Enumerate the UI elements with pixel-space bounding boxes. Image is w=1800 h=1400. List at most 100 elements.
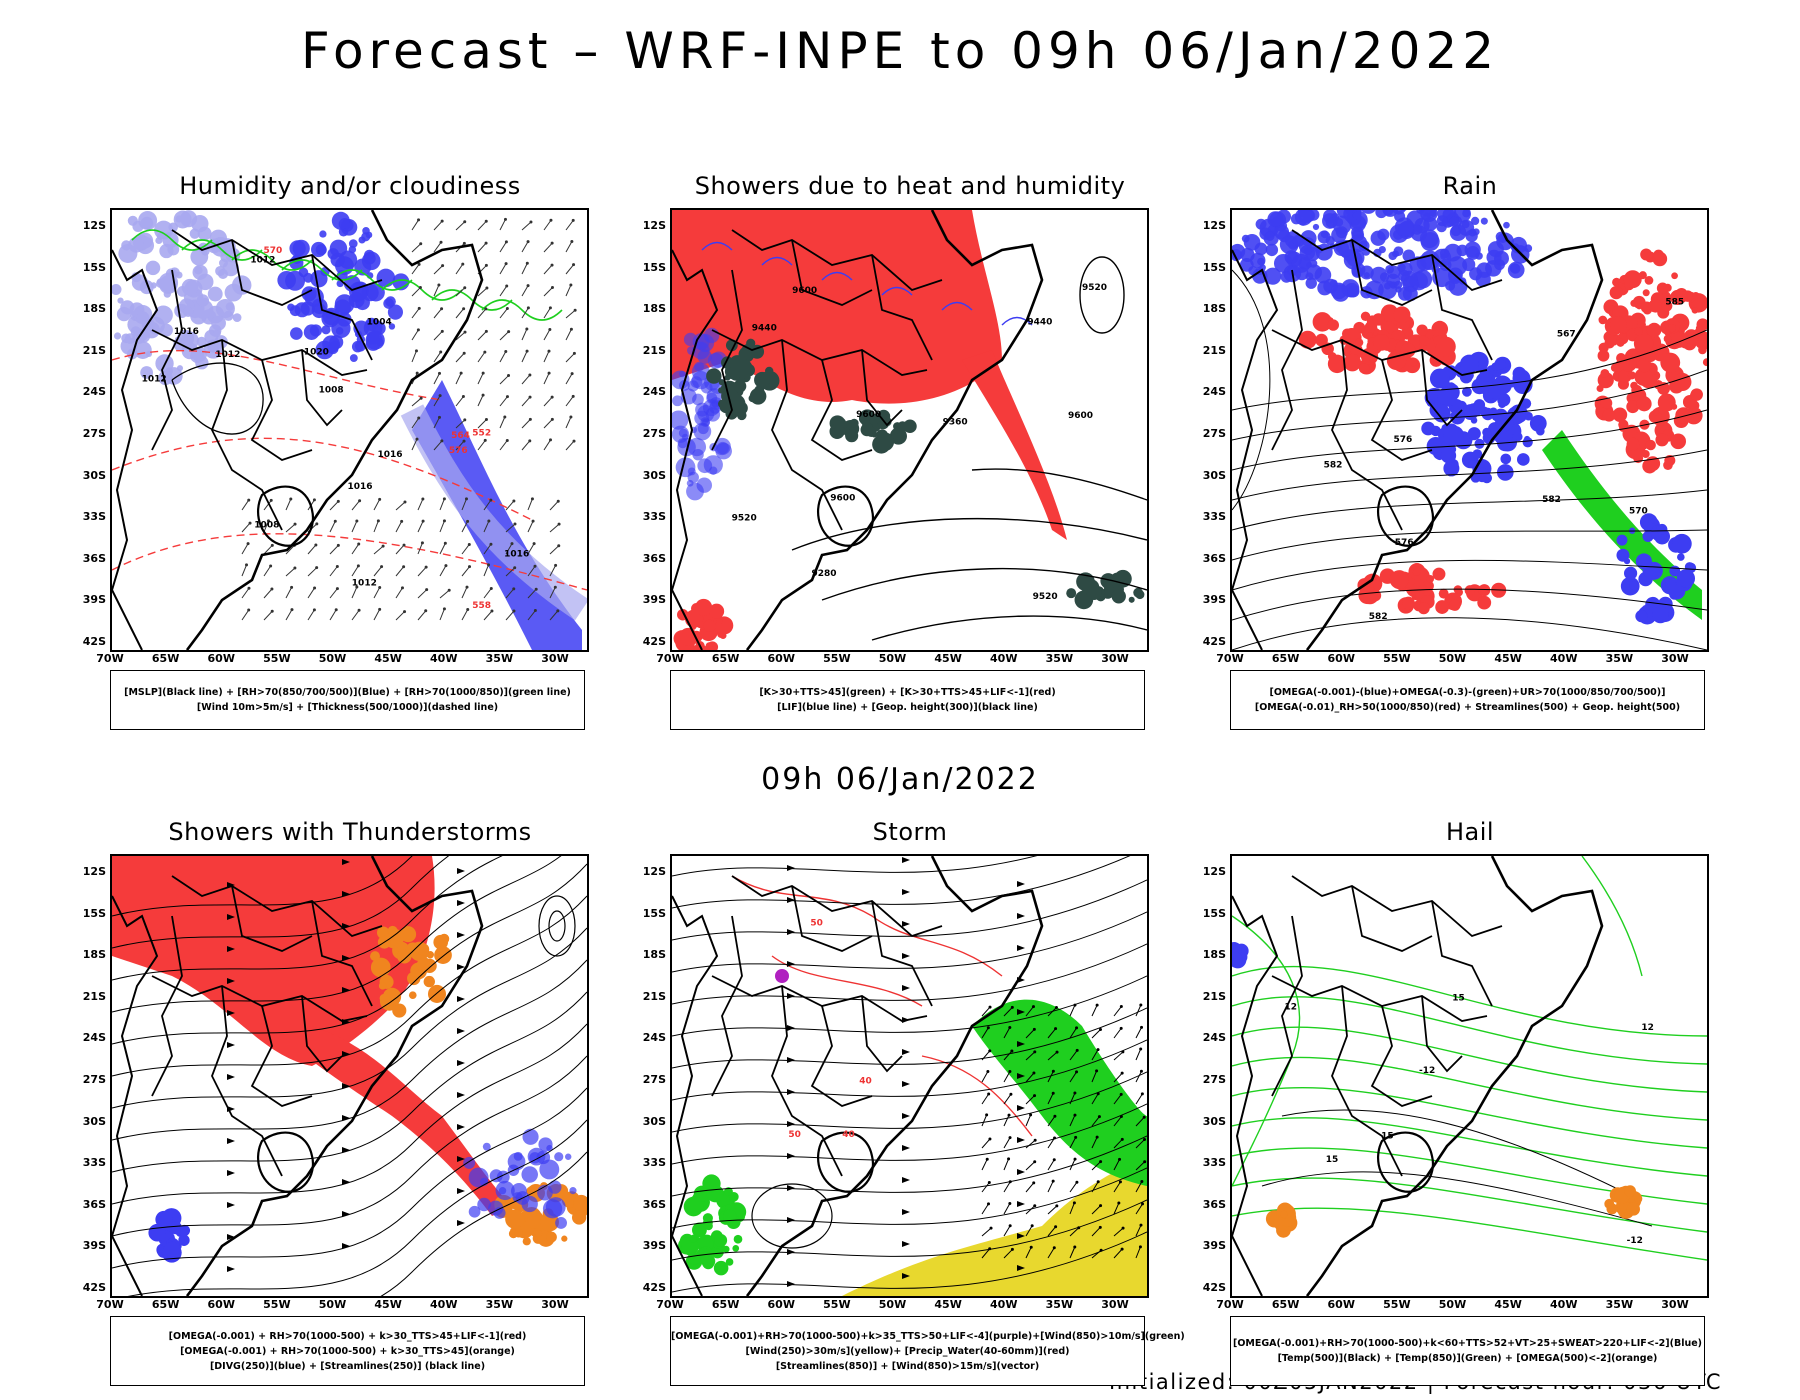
- lat-tick-label: 18S: [82, 948, 106, 962]
- lat-tick-label: 12S: [1202, 865, 1226, 878]
- coastline-and-borders: [672, 210, 1044, 650]
- lon-tick-label: 70W: [1216, 652, 1244, 665]
- lat-tick-label: 39S: [642, 1239, 666, 1253]
- lat-tick-label: 39S: [1202, 1239, 1226, 1253]
- lat-tick-label: 18S: [642, 302, 666, 316]
- contour-label: 9440: [752, 324, 777, 334]
- contour-label: 1016: [378, 450, 403, 460]
- contour-label: 552: [472, 428, 491, 438]
- lon-tick-label: 40W: [430, 1298, 458, 1311]
- panel-legend: [OMEGA(-0.001)-(blue)+OMEGA(-0.3)-(green…: [1230, 670, 1705, 730]
- map-area: -12 12 15 12 15 15 -12: [1230, 854, 1709, 1298]
- contour-label: 9520: [1082, 283, 1107, 293]
- lat-tick-label: 15S: [82, 260, 106, 274]
- panel-title: Hail: [1445, 818, 1495, 846]
- contour-label: 50: [810, 919, 823, 929]
- lon-tick-label: 35W: [1605, 652, 1634, 665]
- map-area: 9600 9600 9600 9520 9520 9440 9360 9280 9600 9520…: [670, 208, 1149, 652]
- lon-tick-label: 70W: [1216, 1298, 1244, 1311]
- contour-label: 40: [842, 1130, 855, 1140]
- lat-tick-label: 33S: [642, 1156, 666, 1170]
- contour-label: 582: [1369, 612, 1388, 622]
- contour-label: 9600: [830, 493, 855, 503]
- lat-tick-label: 27S: [1202, 1073, 1226, 1086]
- lon-tick-label: 60W: [1327, 652, 1355, 665]
- lon-tick-label: 65W: [151, 1298, 180, 1311]
- contour-label: 576: [1393, 435, 1412, 445]
- lon-tick-label: 55W: [1383, 1298, 1411, 1311]
- panel-title: Rain: [1442, 172, 1498, 200]
- lon-tick-label: 65W: [711, 652, 740, 665]
- lat-tick-label: 27S: [82, 1073, 106, 1086]
- contour-label: 9520: [732, 513, 757, 523]
- lat-tick-label: 42S: [82, 1281, 106, 1294]
- lat-tick-label: 24S: [82, 1031, 106, 1045]
- lon-tick-label: 65W: [1271, 652, 1300, 665]
- lat-tick-label: 30S: [82, 1114, 106, 1128]
- lon-tick-label: 70W: [656, 652, 684, 665]
- map-graphic: 40 50 50 40: [672, 856, 1147, 1296]
- panel-storm: Storm 40 50 50 40 12S 15S 18S 21S 24S 27S 30S 33S 36S…: [630, 818, 1190, 1386]
- lon-tick-label: 50W: [318, 1298, 347, 1311]
- legend-line: [OMEGA(-0.001)+RH>70(1000-500)+k<60+TTS>…: [1232, 1338, 1703, 1349]
- lon-tick-label: 60W: [1327, 1298, 1355, 1311]
- lat-tick-label: 33S: [1202, 510, 1226, 524]
- lat-tick-label: 33S: [642, 510, 666, 524]
- lon-tick-label: 45W: [374, 652, 402, 665]
- lat-tick-label: 15S: [82, 906, 106, 920]
- map-graphic: 9600 9600 9600 9520 9520 9440 9360 9280 9600 9520…: [672, 210, 1147, 650]
- contour-label: 9520: [1033, 592, 1058, 602]
- lon-tick-label: 30W: [541, 1298, 569, 1311]
- lon-tick-label: 55W: [823, 652, 851, 665]
- lon-tick-label: 65W: [1271, 1298, 1300, 1311]
- panel-thunderstorms: Showers with Thunderstorms 12S 15S 18S 21S 24…: [70, 818, 630, 1386]
- lat-tick-label: 15S: [642, 260, 666, 274]
- lat-tick-label: 24S: [642, 385, 666, 399]
- lon-tick-label: 45W: [934, 1298, 962, 1311]
- panel-legend: [K>30+TTS>45](green) + [K>30+TTS>45+LIF<…: [670, 670, 1145, 730]
- lat-tick-label: 12S: [82, 219, 106, 232]
- legend-line: [OMEGA(-0.001) + RH>70(1000-500) + k>30_…: [168, 1330, 527, 1342]
- contour-label: 12: [1641, 1023, 1654, 1033]
- map-area: 1012 1016 1008 1012 1008 1004 1012 1016 1016 576 5…: [110, 208, 589, 652]
- contour-label: 570: [264, 246, 283, 256]
- contour-label: 1016: [174, 327, 199, 337]
- lat-tick-label: 15S: [1202, 260, 1226, 274]
- map-graphic: [112, 856, 587, 1296]
- lat-tick-label: 30S: [82, 468, 106, 482]
- panel-title: Storm: [872, 818, 948, 846]
- contour-label: 1004: [367, 318, 392, 328]
- streamlines: [112, 856, 587, 1296]
- lon-tick-label: 60W: [207, 1298, 235, 1311]
- lat-tick-label: 18S: [82, 302, 106, 316]
- contour-label: 567: [1557, 330, 1576, 340]
- contour-label: 9280: [811, 569, 836, 579]
- lon-tick-label: 55W: [263, 1298, 291, 1311]
- lat-tick-label: 30S: [1202, 468, 1226, 482]
- panel-title: Humidity and/or cloudiness: [179, 172, 521, 200]
- lat-tick-label: 24S: [1202, 385, 1226, 399]
- lon-tick-label: 40W: [1550, 1298, 1578, 1311]
- contour-label: 9600: [856, 410, 881, 420]
- map-graphic: 1012 1016 1008 1012 1008 1004 1012 1016 1016 576 5…: [112, 210, 587, 650]
- lon-tick-label: 50W: [1438, 1298, 1467, 1311]
- panel-legend: [OMEGA(-0.001) + RH>70(1000-500) + k>30_…: [110, 1316, 585, 1386]
- legend-line: [Streamlines(850)] + [Wind(850)>15m/s](v…: [775, 1360, 1040, 1372]
- lon-tick-label: 40W: [430, 652, 458, 665]
- legend-line: [OMEGA(-0.001)+RH>70(1000-500)+k>35_TTS>…: [671, 1330, 1185, 1342]
- contour-label: 1012: [250, 256, 275, 266]
- panel-humidity: Humidity and/or cloudiness 1012 1016 1008 10…: [70, 172, 630, 737]
- contour-label: 15: [1452, 994, 1465, 1004]
- contour-label: 558: [472, 601, 491, 611]
- lat-tick-label: 24S: [82, 385, 106, 399]
- lon-tick-label: 40W: [990, 1298, 1018, 1311]
- contour-label: 12: [1284, 1002, 1297, 1012]
- lat-tick-label: 12S: [82, 865, 106, 878]
- legend-line: [OMEGA(-0.001)-(blue)+OMEGA(-0.3)-(green…: [1269, 687, 1666, 698]
- contour-label: 9600: [1068, 411, 1093, 421]
- lat-tick-label: 33S: [1202, 1156, 1226, 1170]
- map-area: 582 582 576 576 570 567 582 585: [1230, 208, 1709, 652]
- lat-tick-label: 15S: [1202, 906, 1226, 920]
- lat-tick-label: 33S: [82, 510, 106, 524]
- contour-label: 1008: [254, 520, 279, 530]
